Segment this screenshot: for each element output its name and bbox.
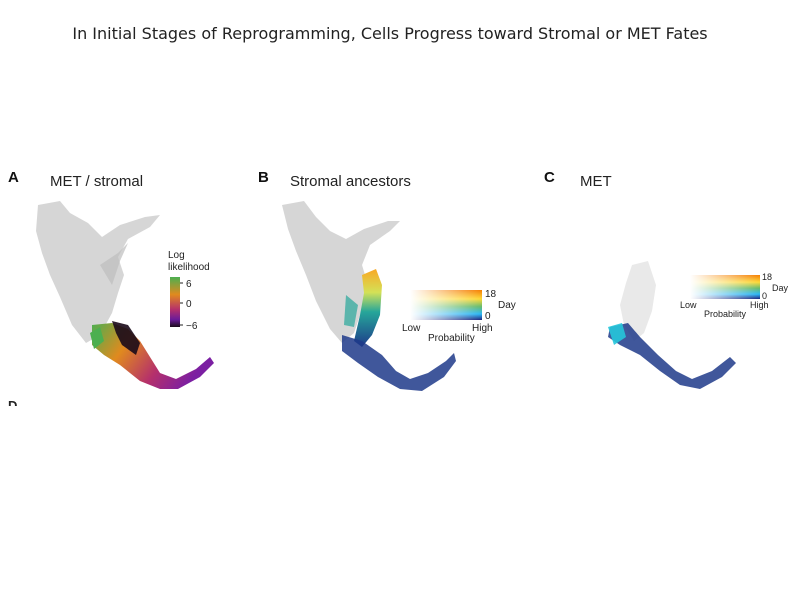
grey-cell-cloud [620, 261, 656, 341]
grey-cell-cloud [36, 201, 160, 343]
panel-a-embedding-plot: Log likelihood 6 0 −6 [36, 201, 214, 389]
legend-tick-6: 6 [186, 279, 192, 290]
legend-day-label: Day [772, 283, 789, 293]
panel-d-letter-cropped: D [8, 398, 18, 406]
panel-a-title: MET / stromal [50, 173, 144, 190]
legend-bottom-tick: 0 [762, 291, 767, 301]
legend-top-tick: 18 [485, 289, 497, 300]
legend-low-label: Low [402, 323, 421, 334]
likelihood-colorbar [170, 277, 180, 327]
panel-c-letter: C [544, 169, 555, 186]
grey-cell-cloud [282, 201, 400, 343]
legend-title-line2: likelihood [168, 262, 210, 273]
likelihood-region [92, 323, 214, 389]
legend-probability-label: Probability [704, 309, 747, 319]
panel-b: B Stromal ancestors [250, 165, 540, 410]
legend-high-label: High [472, 323, 493, 334]
legend-tick-0: 0 [186, 299, 192, 310]
ancestor-trajectory [354, 269, 382, 347]
legend-title-line1: Log [168, 250, 185, 261]
legend-probability-label: Probability [428, 333, 475, 344]
legend-bottom-tick: 0 [485, 311, 491, 322]
legend-low-label: Low [680, 300, 697, 310]
panel-a: A MET / stromal Log likeliho [0, 165, 250, 410]
legend-tick-neg6: −6 [186, 321, 198, 332]
panel-b-letter: B [258, 169, 269, 186]
legend-top-tick: 18 [762, 272, 772, 282]
panel-c: C MET 18 0 Day Low High Probability [540, 165, 800, 410]
panel-c-embedding-plot: 18 0 Day Low High Probability [608, 261, 789, 389]
panel-c-title: MET [580, 173, 612, 190]
panel-a-letter: A [8, 169, 19, 186]
legend-day-label: Day [498, 300, 516, 311]
panel-b-title: Stromal ancestors [290, 173, 411, 190]
panel-b-embedding-plot: 18 0 Day Low High Probability [282, 201, 516, 391]
slide-title: In Initial Stages of Reprogramming, Cell… [72, 24, 708, 43]
legend-high-label: High [750, 300, 769, 310]
met-trajectory [608, 323, 736, 389]
